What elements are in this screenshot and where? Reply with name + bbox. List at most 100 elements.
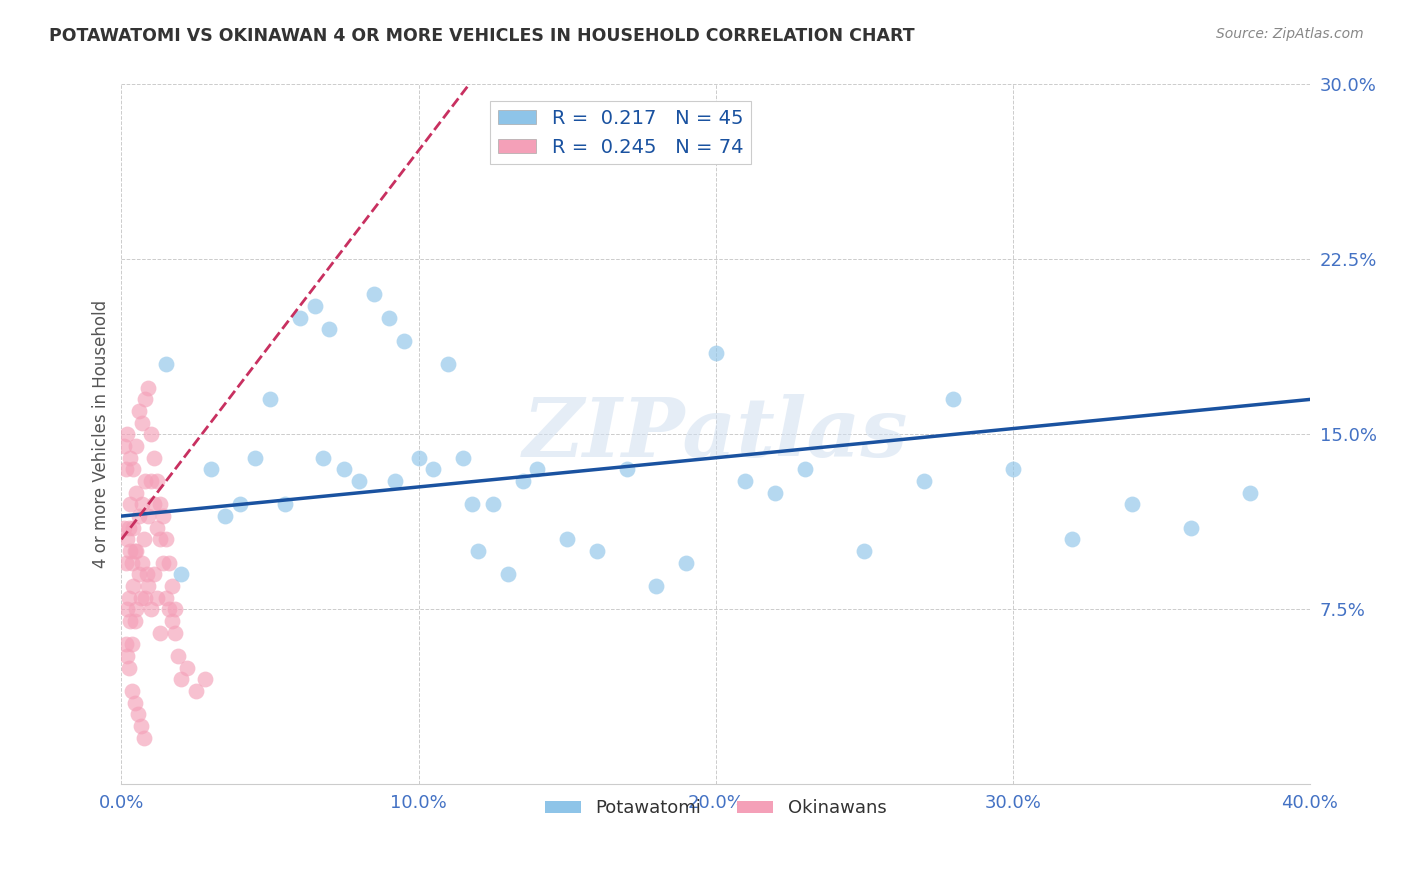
Point xyxy=(132,533,155,547)
Point xyxy=(112,439,135,453)
Point xyxy=(120,450,142,465)
Point xyxy=(129,591,152,605)
Point xyxy=(125,544,148,558)
Point xyxy=(134,392,156,407)
Point xyxy=(170,673,193,687)
Point xyxy=(512,474,534,488)
Point xyxy=(112,521,135,535)
Point xyxy=(125,439,148,453)
Point xyxy=(176,661,198,675)
Point xyxy=(127,707,149,722)
Point xyxy=(125,602,148,616)
Point xyxy=(318,322,340,336)
Point xyxy=(392,334,415,348)
Point xyxy=(942,392,965,407)
Point xyxy=(163,625,186,640)
Point xyxy=(120,498,142,512)
Text: ZIPatlas: ZIPatlas xyxy=(523,394,908,475)
Point xyxy=(1121,498,1143,512)
Point xyxy=(482,498,505,512)
Point xyxy=(451,450,474,465)
Point xyxy=(243,450,266,465)
Text: Source: ZipAtlas.com: Source: ZipAtlas.com xyxy=(1216,27,1364,41)
Point xyxy=(555,533,578,547)
Point xyxy=(149,498,172,512)
Point xyxy=(363,287,385,301)
Point xyxy=(214,509,236,524)
Point xyxy=(155,358,177,372)
Point xyxy=(160,614,183,628)
Point xyxy=(124,544,146,558)
Point xyxy=(128,404,150,418)
Point xyxy=(124,696,146,710)
Point xyxy=(121,556,143,570)
Point xyxy=(304,299,326,313)
Point xyxy=(146,591,169,605)
Point xyxy=(422,462,444,476)
Point xyxy=(163,602,186,616)
Point xyxy=(347,474,370,488)
Point xyxy=(645,579,668,593)
Point xyxy=(155,533,177,547)
Point xyxy=(128,509,150,524)
Point xyxy=(131,416,153,430)
Point xyxy=(136,579,159,593)
Point xyxy=(122,579,145,593)
Point xyxy=(135,567,157,582)
Point xyxy=(157,602,180,616)
Point xyxy=(117,427,139,442)
Point xyxy=(467,544,489,558)
Text: POTAWATOMI VS OKINAWAN 4 OR MORE VEHICLES IN HOUSEHOLD CORRELATION CHART: POTAWATOMI VS OKINAWAN 4 OR MORE VEHICLE… xyxy=(49,27,915,45)
Point xyxy=(118,591,141,605)
Point xyxy=(167,649,190,664)
Point xyxy=(141,427,163,442)
Point xyxy=(131,498,153,512)
Point xyxy=(1180,521,1202,535)
Point xyxy=(259,392,281,407)
Y-axis label: 4 or more Vehicles in Household: 4 or more Vehicles in Household xyxy=(93,301,110,568)
Point xyxy=(585,544,607,558)
Point xyxy=(675,556,697,570)
Point xyxy=(763,485,786,500)
Point xyxy=(122,462,145,476)
Point xyxy=(184,684,207,698)
Point xyxy=(616,462,638,476)
Point xyxy=(118,661,141,675)
Point xyxy=(734,474,756,488)
Point xyxy=(149,625,172,640)
Point xyxy=(793,462,815,476)
Point xyxy=(312,450,335,465)
Point xyxy=(288,310,311,325)
Point xyxy=(125,485,148,500)
Point xyxy=(120,544,142,558)
Point xyxy=(229,498,252,512)
Point xyxy=(160,579,183,593)
Point xyxy=(146,474,169,488)
Point xyxy=(526,462,548,476)
Point xyxy=(437,358,460,372)
Point xyxy=(496,567,519,582)
Point xyxy=(853,544,876,558)
Point xyxy=(143,567,166,582)
Point xyxy=(134,474,156,488)
Point xyxy=(129,719,152,733)
Point xyxy=(134,591,156,605)
Point xyxy=(115,637,138,651)
Legend: Potawatomi, Okinawans: Potawatomi, Okinawans xyxy=(537,792,894,824)
Point xyxy=(117,649,139,664)
Point xyxy=(152,556,174,570)
Point xyxy=(704,345,727,359)
Point xyxy=(136,381,159,395)
Point xyxy=(157,556,180,570)
Point xyxy=(117,533,139,547)
Point xyxy=(143,498,166,512)
Point xyxy=(117,602,139,616)
Point xyxy=(170,567,193,582)
Point xyxy=(124,614,146,628)
Point xyxy=(136,509,159,524)
Point xyxy=(141,474,163,488)
Point xyxy=(143,450,166,465)
Point xyxy=(333,462,356,476)
Point xyxy=(121,684,143,698)
Point xyxy=(1239,485,1261,500)
